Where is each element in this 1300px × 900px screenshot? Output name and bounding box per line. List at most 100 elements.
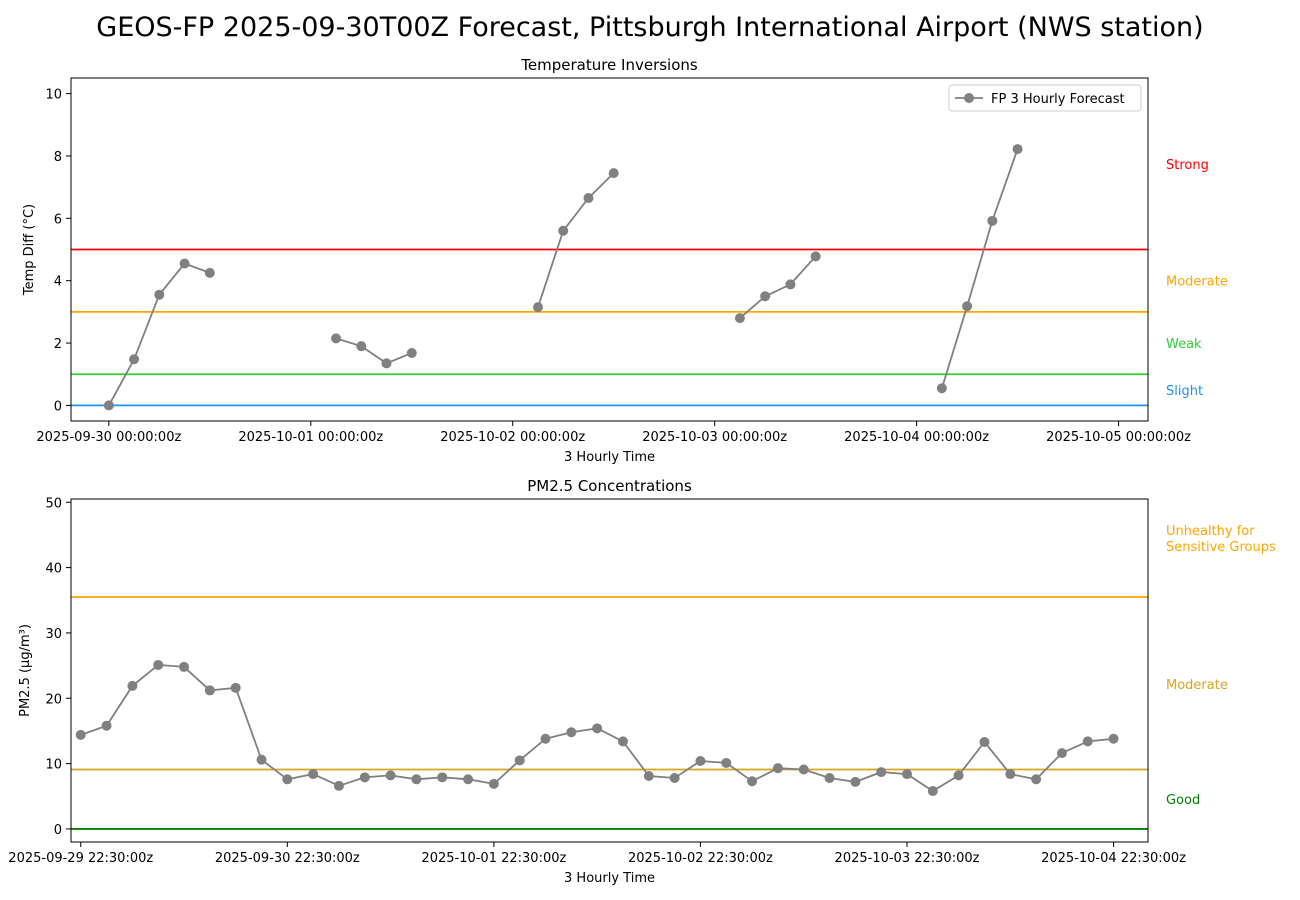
chart1-data-point bbox=[406, 348, 417, 359]
chart1-ytick-label: 2 bbox=[54, 337, 62, 352]
chart2-data-point bbox=[127, 680, 138, 691]
chart2-data-point bbox=[333, 780, 344, 791]
chart1-threshold-label-3: Strong bbox=[1166, 158, 1209, 173]
chart2-data-point bbox=[75, 729, 86, 740]
chart2-data-point bbox=[153, 659, 164, 670]
chart2-xlabel: 3 Hourly Time bbox=[564, 871, 655, 886]
chart2-ytick-label: 30 bbox=[45, 627, 62, 642]
chart1-data-point bbox=[356, 341, 367, 352]
chart2-data-point bbox=[643, 771, 654, 782]
chart1-legend-label: FP 3 Hourly Forecast bbox=[991, 92, 1125, 107]
chart1-xtick-label: 2025-10-01 00:00:00z bbox=[238, 430, 383, 445]
chart2-data-point bbox=[256, 754, 267, 765]
chart2-data-point bbox=[798, 764, 809, 775]
chart2-data-point bbox=[747, 776, 758, 787]
chart1-data-point bbox=[760, 291, 771, 302]
chart1-series-line bbox=[739, 255, 817, 319]
chart2-data-point bbox=[927, 786, 938, 797]
chart2-xtick-label: 2025-09-29 22:30:00z bbox=[8, 851, 153, 866]
chart2-xtick-label: 2025-10-03 22:30:00z bbox=[835, 851, 980, 866]
chart2-ytick-label: 40 bbox=[45, 562, 62, 577]
chart1-data-point bbox=[987, 215, 998, 226]
chart2-data-point bbox=[953, 770, 964, 781]
chart2-xtick-label: 2025-10-04 22:30:00z bbox=[1041, 851, 1186, 866]
chart2-data-point bbox=[359, 772, 370, 783]
chart2-data-point bbox=[824, 772, 835, 783]
chart1-legend-box bbox=[948, 84, 1142, 112]
chart2-data-point bbox=[308, 769, 319, 780]
chart2-data-point bbox=[411, 774, 422, 785]
chart2-ytick-label: 50 bbox=[45, 496, 62, 511]
chart1-xtick-label: 2025-09-30 00:00:00z bbox=[36, 430, 181, 445]
chart2-data-point bbox=[1082, 736, 1093, 747]
chart2-title: PM2.5 Concentrations bbox=[527, 477, 692, 495]
chart1-legend-marker bbox=[964, 93, 974, 103]
chart2-xtick-label: 2025-10-02 22:30:00z bbox=[628, 851, 773, 866]
chart2-data-point bbox=[617, 736, 628, 747]
chart2-xtick-label: 2025-10-01 22:30:00z bbox=[421, 851, 566, 866]
chart1-data-point bbox=[129, 354, 140, 365]
chart1-data-point bbox=[179, 258, 190, 269]
chart2-data-point bbox=[540, 733, 551, 744]
chart1-data-point bbox=[810, 251, 821, 262]
chart2-data-point bbox=[850, 776, 861, 787]
chart1-xtick-label: 2025-10-03 00:00:00z bbox=[642, 430, 787, 445]
chart1-data-point bbox=[154, 289, 165, 300]
chart2-ytick-label: 10 bbox=[45, 758, 62, 773]
chart1-ytick-label: 8 bbox=[54, 150, 62, 165]
chart2-data-point bbox=[488, 778, 499, 789]
chart2-threshold-label-2: Unhealthy for Sensitive Groups bbox=[1166, 524, 1276, 555]
chart2-ytick-label: 20 bbox=[45, 692, 62, 707]
chart1-xtick-label: 2025-10-02 00:00:00z bbox=[440, 430, 585, 445]
chart2-data-point bbox=[463, 774, 474, 785]
chart1-threshold-label-0: Slight bbox=[1166, 384, 1203, 399]
chart1-ytick-label: 0 bbox=[54, 399, 62, 414]
chart2-data-point bbox=[1031, 774, 1042, 785]
chart2-data-point bbox=[204, 685, 215, 696]
chart2-data-point bbox=[669, 772, 680, 783]
chart1-threshold-label-1: Weak bbox=[1166, 337, 1202, 352]
chart1-data-point bbox=[532, 302, 543, 313]
chart1-threshold-label-2: Moderate bbox=[1166, 275, 1228, 290]
figure-title: GEOS-FP 2025-09-30T00Z Forecast, Pittsbu… bbox=[96, 12, 1204, 43]
chart2-data-point bbox=[592, 723, 603, 734]
chart2-ytick-label: 0 bbox=[54, 823, 62, 838]
chart2-data-point bbox=[772, 763, 783, 774]
chart1-data-point bbox=[331, 333, 342, 344]
chart1-ylabel: Temp Diff (°C) bbox=[22, 204, 37, 296]
chart2-data-point bbox=[876, 767, 887, 778]
chart2-data-point bbox=[230, 682, 241, 693]
chart1-ytick-label: 4 bbox=[54, 275, 62, 290]
chart1-data-point bbox=[204, 267, 215, 278]
chart1-data-point bbox=[583, 193, 594, 204]
chart2-threshold-label-0: Good bbox=[1166, 793, 1200, 808]
chart2-data-point bbox=[695, 755, 706, 766]
chart1-xlabel: 3 Hourly Time bbox=[564, 450, 655, 465]
chart2-threshold-label-1: Moderate bbox=[1166, 678, 1228, 693]
chart2-data-point bbox=[979, 737, 990, 748]
chart1-ytick-label: 6 bbox=[54, 212, 62, 227]
chart1-data-point bbox=[785, 279, 796, 290]
chart1-xtick-label: 2025-10-05 00:00:00z bbox=[1046, 430, 1191, 445]
chart2-data-point bbox=[1108, 733, 1119, 744]
chart1-xtick-label: 2025-10-04 00:00:00z bbox=[844, 430, 989, 445]
chart2-ylabel: PM2.5 (μg/m³) bbox=[18, 624, 33, 717]
chart1-data-point bbox=[936, 383, 947, 394]
chart2-data-point bbox=[1005, 769, 1016, 780]
chart2-data-point bbox=[179, 661, 190, 672]
chart1-data-point bbox=[103, 400, 114, 411]
chart1-data-point bbox=[734, 313, 745, 324]
chart1-data-point bbox=[558, 225, 569, 236]
chart2-data-point bbox=[721, 757, 732, 768]
chart1-data-point bbox=[608, 168, 619, 179]
chart2-data-point bbox=[1056, 748, 1067, 759]
chart1-data-point bbox=[1012, 144, 1023, 155]
chart1-axes-frame bbox=[70, 77, 1149, 422]
chart2-axes-frame bbox=[70, 498, 1149, 843]
chart2-xtick-label: 2025-09-30 22:30:00z bbox=[215, 851, 360, 866]
chart1-series-line bbox=[108, 262, 211, 406]
chart2-data-point bbox=[385, 770, 396, 781]
chart1-data-point bbox=[962, 301, 973, 312]
chart2-data-point bbox=[437, 772, 448, 783]
